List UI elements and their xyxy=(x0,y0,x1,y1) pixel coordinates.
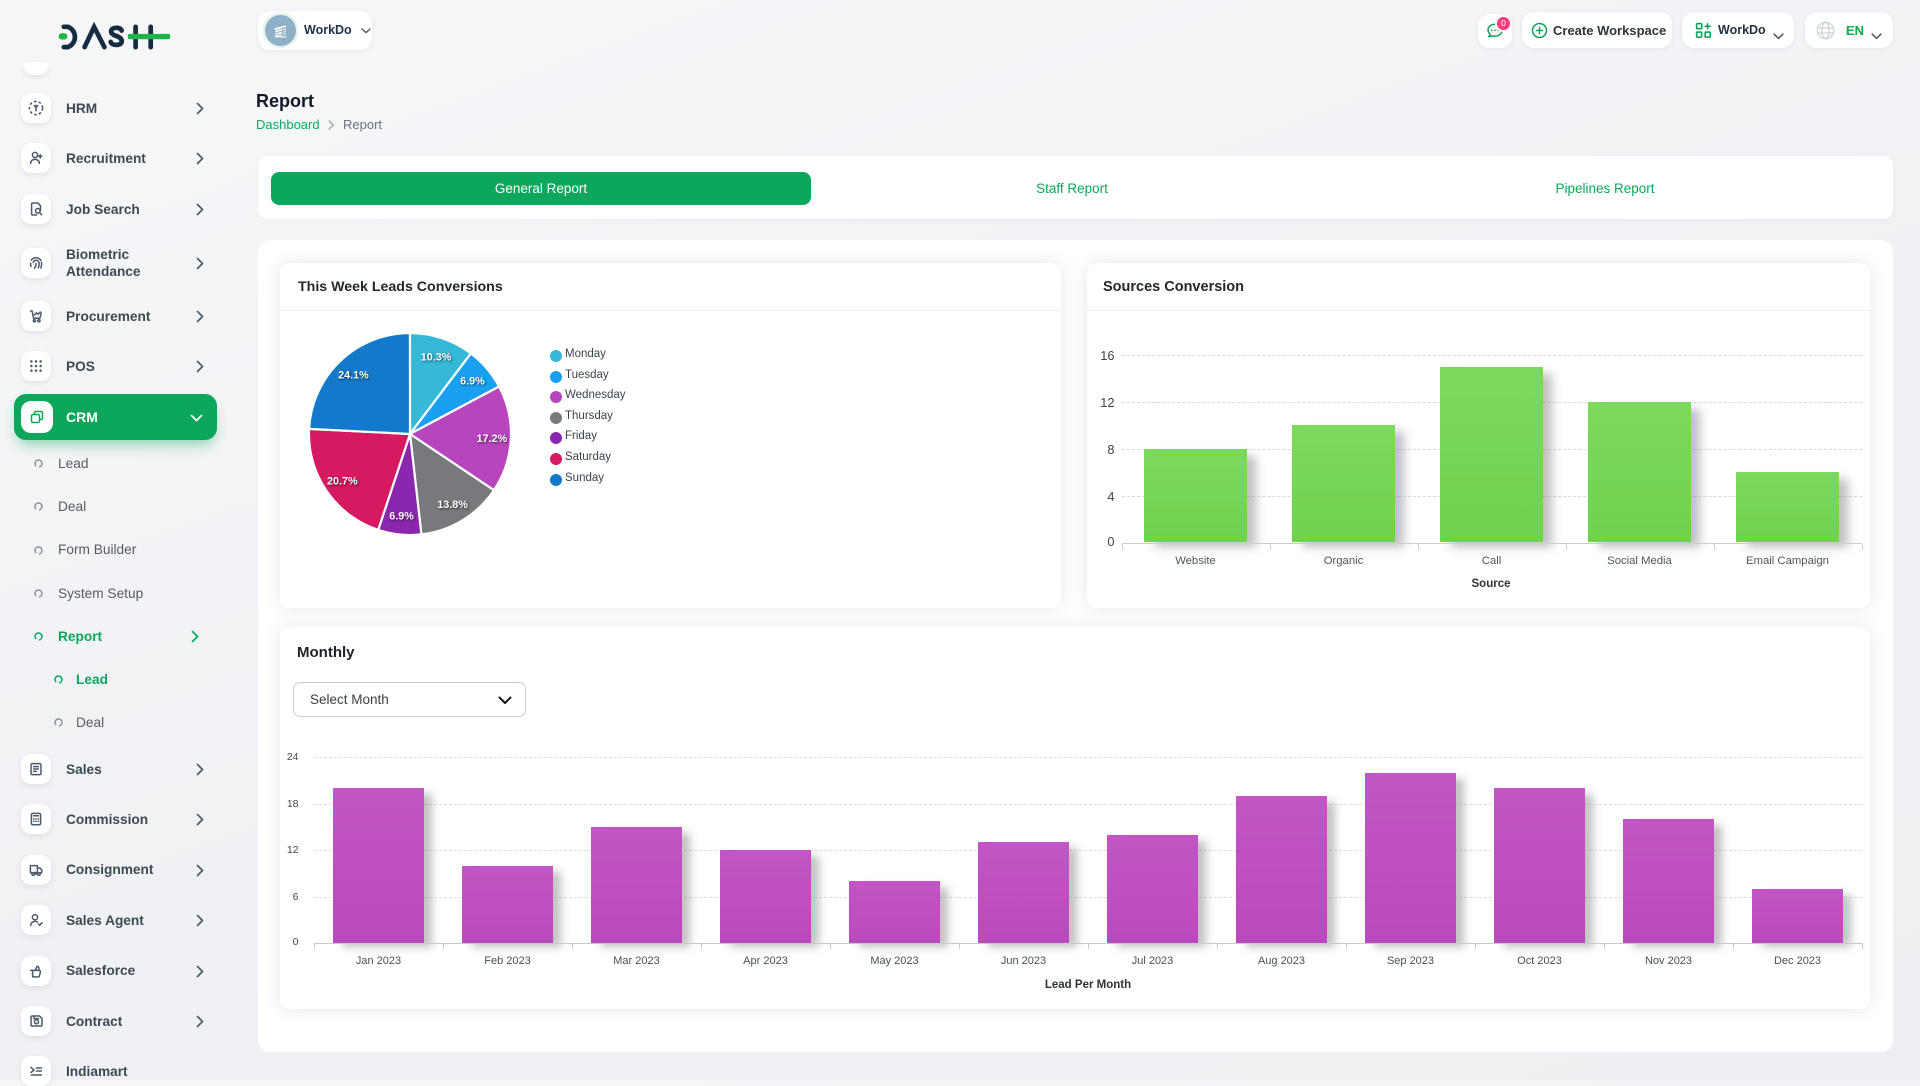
svg-text:6.9%: 6.9% xyxy=(460,376,485,388)
svg-text:17.2%: 17.2% xyxy=(477,433,508,445)
svg-text:10.3%: 10.3% xyxy=(421,351,452,363)
svg-text:6.9%: 6.9% xyxy=(389,511,414,523)
svg-text:24.1%: 24.1% xyxy=(338,370,369,382)
svg-text:20.7%: 20.7% xyxy=(327,475,358,487)
svg-text:13.8%: 13.8% xyxy=(437,499,468,511)
